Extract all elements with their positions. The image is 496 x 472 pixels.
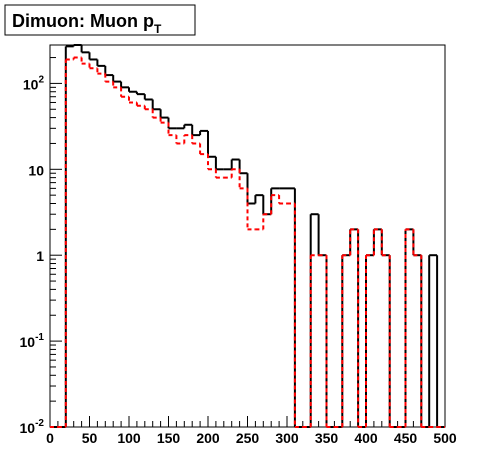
plot-frame xyxy=(49,44,446,428)
chart-title: Dimuon: Muon pT xyxy=(12,11,162,36)
x-tick-label: 350 xyxy=(315,430,339,446)
y-tick-exponent: 2 xyxy=(38,74,44,85)
y-tick-base: 10 xyxy=(20,334,36,350)
x-tick-label: 0 xyxy=(46,430,54,446)
title-box xyxy=(4,4,196,36)
y-tick-label: 10 xyxy=(28,162,44,178)
y-tick-label: 10-1 xyxy=(20,332,45,350)
y-tick-label: 102 xyxy=(23,74,45,92)
y-tick-exponent: -2 xyxy=(35,418,44,429)
y-tick-base: 10 xyxy=(23,76,39,92)
x-tick-label: 200 xyxy=(196,430,220,446)
y-tick-label: 1 xyxy=(36,248,44,264)
x-tick-label: 50 xyxy=(82,430,98,446)
x-tick-label: 300 xyxy=(275,430,299,446)
x-tick-label: 250 xyxy=(236,430,260,446)
y-tick-label: 10-2 xyxy=(20,418,45,436)
y-tick-base: 10 xyxy=(20,420,36,436)
y-tick-exponent: -1 xyxy=(35,332,44,343)
x-tick-label: 450 xyxy=(394,430,418,446)
title-main: Dimuon: Muon p xyxy=(12,11,154,31)
x-tick-label: 400 xyxy=(354,430,378,446)
x-tick-label: 150 xyxy=(157,430,181,446)
x-tick-label: 100 xyxy=(117,430,141,446)
x-tick-label: 500 xyxy=(433,430,457,446)
title-subscript: T xyxy=(154,22,162,36)
